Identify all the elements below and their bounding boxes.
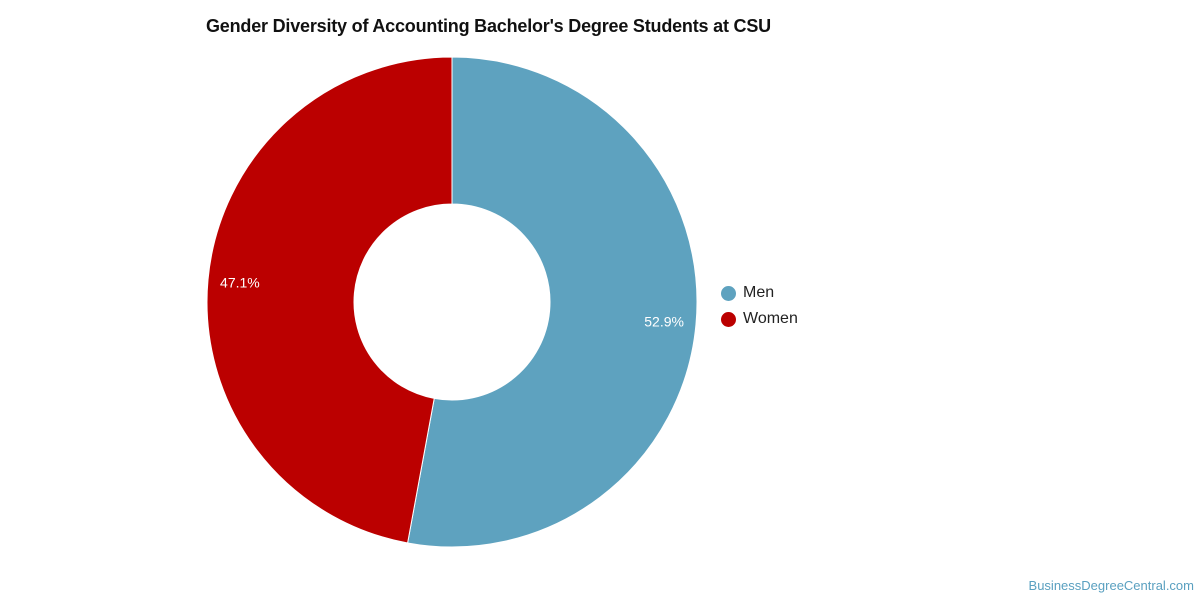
legend-swatch-women: [721, 311, 736, 327]
legend-label-men: Men: [743, 284, 775, 301]
source-watermark[interactable]: BusinessDegreeCentral.com: [1028, 578, 1194, 593]
slice-label-women: 47.1%: [220, 275, 260, 291]
chart-title: Gender Diversity of Accounting Bachelor'…: [206, 16, 771, 36]
donut-labels: 52.9% 47.1%: [220, 275, 684, 330]
slice-women[interactable]: [206, 56, 453, 544]
donut-slices: [206, 56, 698, 548]
slice-men[interactable]: [407, 56, 698, 548]
legend-swatch-men: [721, 285, 736, 301]
legend-label-women: Women: [743, 310, 798, 327]
legend-item-women[interactable]: Women: [721, 306, 798, 332]
legend: Men Women: [721, 280, 798, 332]
legend-item-men[interactable]: Men: [721, 280, 798, 306]
slice-label-men: 52.9%: [644, 313, 684, 329]
